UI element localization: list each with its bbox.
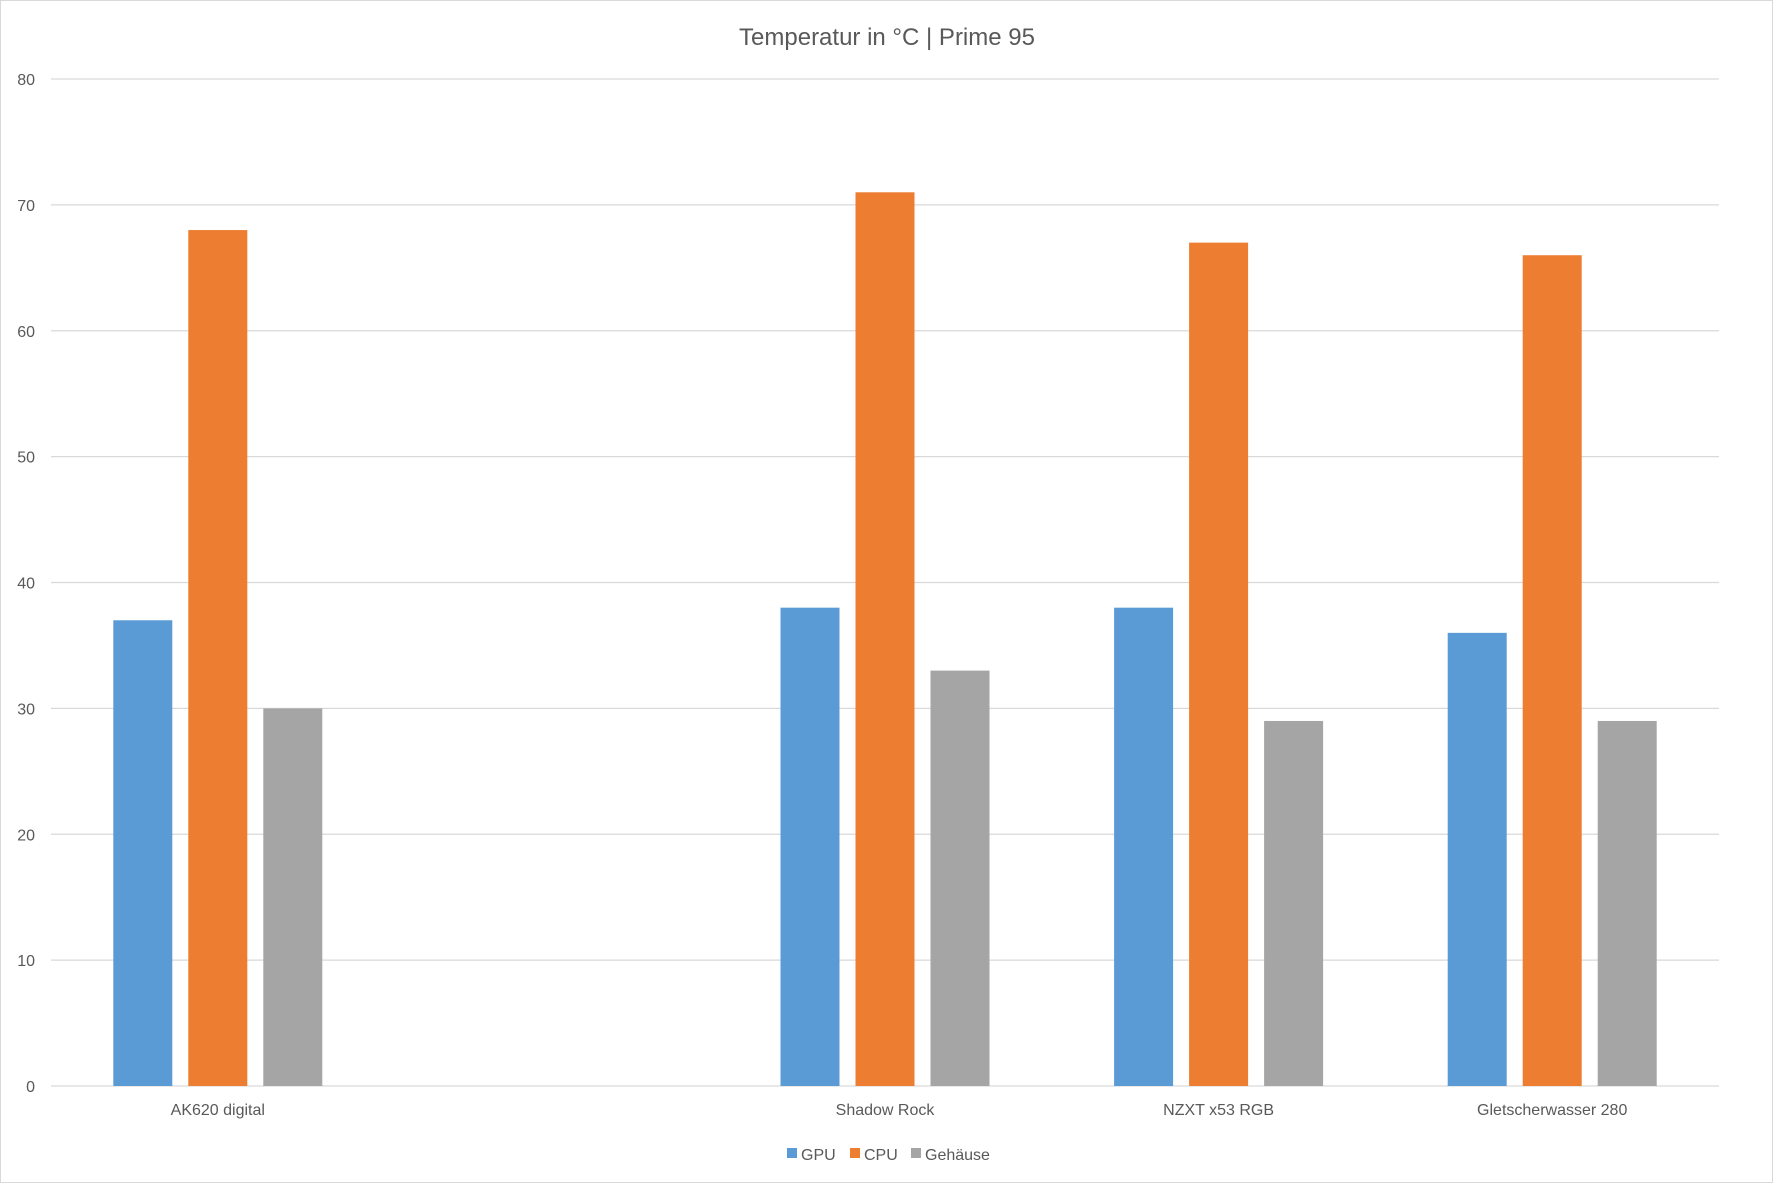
bars: [113, 192, 1657, 1087]
bar-geh-use-1: [263, 708, 323, 1086]
bar-gpu-1: [113, 620, 173, 1086]
bar-cpu-4: [1189, 242, 1249, 1086]
bar-geh-use-5: [1597, 720, 1657, 1086]
x-tick-label: Gletscherwasser 280: [1477, 1102, 1627, 1119]
x-tick-label: Shadow Rock: [836, 1102, 936, 1119]
bar-geh-use-3: [930, 670, 990, 1086]
x-axis-ticks: AK620 digital Shadow Rock NZXT x53 RGB Glet…: [171, 1102, 1628, 1119]
legend-swatch: [787, 1148, 797, 1158]
y-tick-label: 20: [17, 827, 35, 844]
legend-label: Gehäuse: [925, 1147, 990, 1164]
y-axis-ticks: 0 10 20 30 40 50 60 70 80: [17, 72, 35, 1096]
legend-label: CPU: [864, 1147, 898, 1164]
y-tick-label: 70: [17, 198, 35, 215]
y-tick-label: 40: [17, 576, 35, 593]
bar-gpu-4: [1114, 607, 1174, 1086]
x-tick-label: AK620 digital: [171, 1102, 265, 1119]
bar-gpu-3: [780, 607, 840, 1086]
y-tick-label: 80: [17, 72, 35, 89]
x-tick-label: NZXT x53 RGB: [1163, 1102, 1274, 1119]
y-tick-label: 0: [26, 1079, 35, 1096]
chart-title: Temperatur in °C | Prime 95: [739, 24, 1035, 51]
bar-cpu-3: [855, 192, 915, 1087]
bar-geh-use-4: [1264, 720, 1324, 1086]
y-tick-label: 30: [17, 701, 35, 718]
legend-swatch: [911, 1148, 921, 1158]
legend-label: GPU: [801, 1147, 836, 1164]
bar-gpu-5: [1447, 632, 1507, 1086]
legend-swatch: [850, 1148, 860, 1158]
bar-cpu-1: [188, 230, 248, 1087]
legend: GPU CPU Gehäuse: [787, 1147, 990, 1164]
y-tick-label: 60: [17, 324, 35, 341]
y-tick-label: 10: [17, 953, 35, 970]
y-tick-label: 50: [17, 450, 35, 467]
bar-cpu-5: [1522, 255, 1582, 1087]
